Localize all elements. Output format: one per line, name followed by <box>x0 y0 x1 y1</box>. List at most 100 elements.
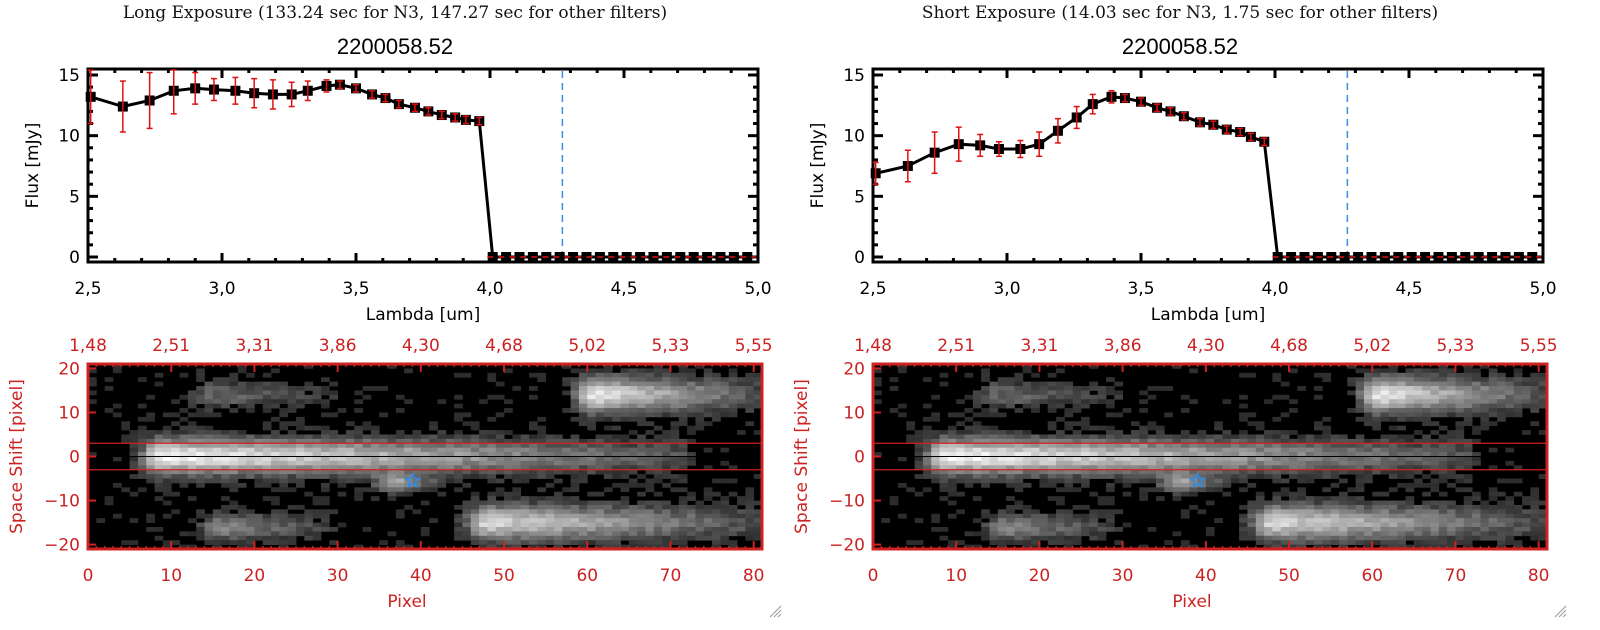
image-pixel <box>687 526 696 532</box>
image-pixel <box>254 381 264 387</box>
image-pixel <box>1205 500 1215 506</box>
image-pixel <box>379 456 388 462</box>
image-pixel <box>972 412 982 418</box>
image-pixel <box>512 478 522 484</box>
image-pixel <box>1247 447 1257 453</box>
image-pixel <box>1405 377 1415 383</box>
image-pixel <box>578 509 588 515</box>
image-pixel <box>171 421 180 427</box>
image-pixel <box>595 368 605 374</box>
image-pixel <box>454 456 463 462</box>
image-pixel <box>1247 438 1257 444</box>
image-pixel <box>939 381 949 387</box>
image-pixel <box>1388 416 1398 422</box>
image-pixel <box>645 447 655 453</box>
image-pixel <box>645 421 655 427</box>
image-pixel <box>146 412 155 418</box>
image-pixel <box>1155 452 1165 457</box>
image-pixel <box>595 535 605 541</box>
image-pixel <box>1056 452 1065 457</box>
image-pixel <box>154 452 164 457</box>
image-pixel <box>520 500 530 506</box>
image-pixel <box>637 403 646 409</box>
image-pixel <box>687 399 696 405</box>
image-pixel <box>1347 456 1357 462</box>
image-pixel <box>370 434 380 440</box>
image-pixel <box>570 377 580 383</box>
image-pixel <box>445 434 455 440</box>
image-pixel <box>354 447 363 453</box>
image-pixel <box>931 456 940 462</box>
image-pixel <box>187 460 197 466</box>
image-pixel <box>1455 540 1465 545</box>
image-pixel <box>437 482 447 488</box>
resize-grip[interactable] <box>1553 604 1567 618</box>
image-pixel <box>196 531 205 537</box>
image-pixel <box>271 452 280 457</box>
image-pixel <box>162 478 172 484</box>
image-pixel <box>1338 526 1348 532</box>
image-pixel <box>1097 390 1107 396</box>
image-pixel <box>329 456 339 462</box>
image-pixel <box>370 496 380 501</box>
image-pixel <box>972 452 982 457</box>
image-pixel <box>1155 465 1165 471</box>
image-pixel <box>670 531 680 537</box>
image-pixel <box>628 513 638 519</box>
image-pixel <box>637 500 646 506</box>
image-pixel <box>628 544 638 550</box>
image-pixel <box>1422 465 1431 471</box>
image-pixel <box>1405 412 1415 418</box>
image-pixel <box>1447 469 1456 475</box>
image-pixel <box>712 377 721 383</box>
resize-grip[interactable] <box>768 604 782 618</box>
image-pixel <box>1355 377 1365 383</box>
image-pixel <box>653 386 663 391</box>
image-pixel <box>1338 447 1348 453</box>
image-pixel <box>1031 460 1040 466</box>
image-pixel <box>1372 408 1381 413</box>
image-pixel <box>520 443 530 449</box>
image-pixel <box>1388 364 1398 369</box>
image-pixel <box>412 509 422 515</box>
image-pixel <box>570 531 580 537</box>
image-pixel <box>1388 394 1398 400</box>
image-pixel <box>1014 447 1024 453</box>
image-pixel <box>703 381 713 387</box>
image-pixel <box>1180 509 1190 515</box>
image-pixel <box>1264 474 1273 479</box>
image-pixel <box>1072 513 1082 519</box>
image-pixel <box>1180 443 1190 449</box>
image-pixel <box>964 447 974 453</box>
image-pixel <box>1197 452 1207 457</box>
image-pixel <box>345 434 355 440</box>
image-pixel <box>1422 381 1431 387</box>
image-pixel <box>545 535 555 541</box>
image-pixel <box>1388 399 1398 405</box>
image-pixel <box>287 531 297 537</box>
image-pixel <box>1180 456 1190 462</box>
image-pixel <box>104 377 114 383</box>
image-pixel <box>1172 364 1182 369</box>
image-pixel <box>1505 531 1515 537</box>
image-pixel <box>1314 535 1323 541</box>
image-pixel <box>570 460 580 466</box>
image-pixel <box>1089 434 1099 440</box>
image-pixel <box>1039 474 1049 479</box>
image-pixel <box>947 438 957 444</box>
image-pixel <box>1255 491 1265 497</box>
image-pixel <box>1072 456 1082 462</box>
image-pixel <box>395 540 405 545</box>
image-pixel <box>628 456 638 462</box>
image-pixel <box>212 403 222 409</box>
image-pixel <box>553 469 563 475</box>
image-pixel <box>1081 394 1090 400</box>
image-pixel <box>1105 522 1115 528</box>
image-pixel <box>1056 500 1065 506</box>
image-pixel <box>678 443 688 449</box>
image-pixel <box>1530 526 1540 532</box>
image-pixel <box>1472 368 1481 374</box>
image-pixel <box>229 430 239 435</box>
image-pixel <box>620 500 630 506</box>
image-pixel <box>1022 381 1032 387</box>
